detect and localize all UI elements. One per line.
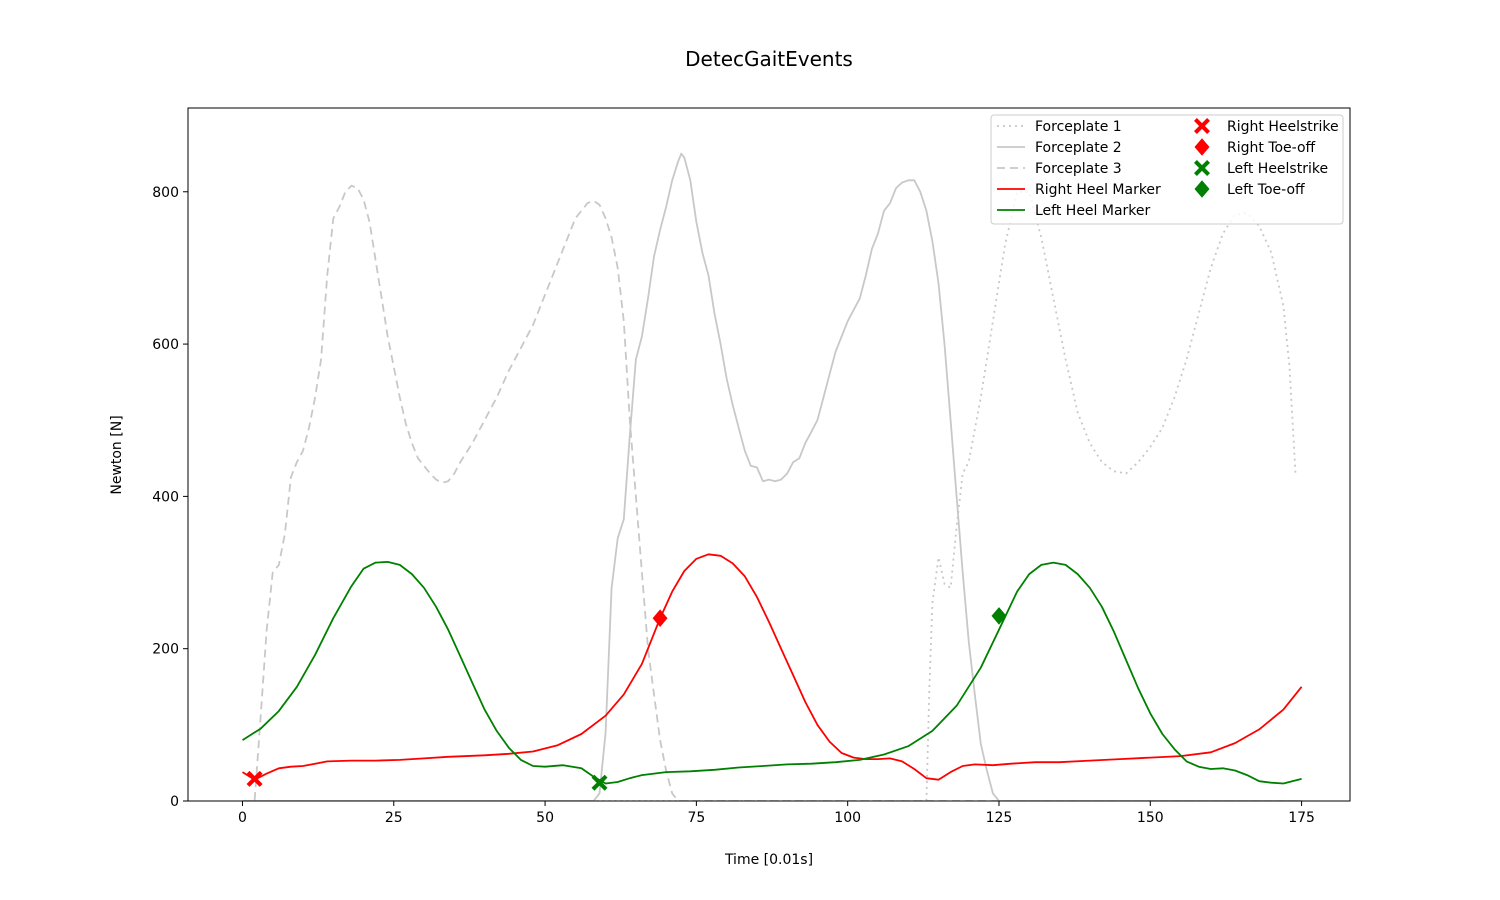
y-tick-label: 600: [152, 337, 179, 353]
x-tick-label: 75: [687, 810, 705, 826]
legend-label-right-heel-marker: Right Heel Marker: [1035, 182, 1161, 198]
marker-left-toe-off: [991, 607, 1007, 625]
marker-right-toe-off: [652, 609, 668, 627]
legend-swatch-left-toe-off: [1194, 180, 1210, 198]
plot-frame: [187, 107, 1351, 802]
x-tick-label: 0: [238, 810, 247, 826]
series-line-left-heel-marker: [242, 561, 1302, 785]
axis-ticks: 0 25 50 75 100 125 150 175 0 200 400 600 800: [152, 185, 1315, 826]
legend-label-right-toe-off: Right Toe-off: [1227, 140, 1316, 156]
series-line-forceplate-3: [242, 184, 1302, 801]
x-axis-label: Time [0.01s]: [724, 852, 813, 868]
legend-label-right-heelstrike: Right Heelstrike: [1227, 119, 1339, 135]
y-tick-label: 0: [170, 794, 179, 810]
legend-label-forceplate-2: Forceplate 2: [1035, 140, 1122, 156]
legend-label-forceplate-1: Forceplate 1: [1035, 119, 1122, 135]
legend-box: [990, 114, 1344, 225]
legend-swatch-left-heelstrike: [1194, 160, 1210, 176]
x-tick-label: 175: [1288, 810, 1315, 826]
y-tick-label: 800: [152, 185, 179, 201]
x-tick-label: 125: [986, 810, 1013, 826]
series-line-forceplate-1: [242, 190, 1297, 801]
x-tick-label: 150: [1137, 810, 1164, 826]
legend-label-left-toe-off: Left Toe-off: [1227, 182, 1305, 198]
y-tick-label: 400: [152, 489, 179, 505]
marker-left-heelstrike: [591, 774, 608, 791]
x-tick-label: 100: [834, 810, 861, 826]
x-tick-label: 25: [385, 810, 403, 826]
x-tick-label: 50: [536, 810, 554, 826]
marker-right-heelstrike: [246, 770, 263, 787]
plot-area: [242, 152, 1303, 801]
legend-label-forceplate-3: Forceplate 3: [1035, 161, 1122, 177]
series-line-forceplate-2: [242, 152, 1302, 801]
legend-swatch-right-heelstrike: [1194, 118, 1210, 134]
series-line-right-heel-marker: [242, 553, 1303, 781]
y-axis-label: Newton [N]: [109, 415, 125, 494]
legend-label-left-heelstrike: Left Heelstrike: [1227, 161, 1328, 177]
legend-swatch-right-toe-off: [1194, 138, 1210, 156]
chart-title: DetecGaitEvents: [685, 47, 853, 71]
y-tick-label: 200: [152, 642, 179, 658]
legend-label-left-heel-marker: Left Heel Marker: [1035, 203, 1151, 219]
legend: Forceplate 1 Forceplate 2 Forceplate 3 Righ…: [990, 114, 1344, 225]
